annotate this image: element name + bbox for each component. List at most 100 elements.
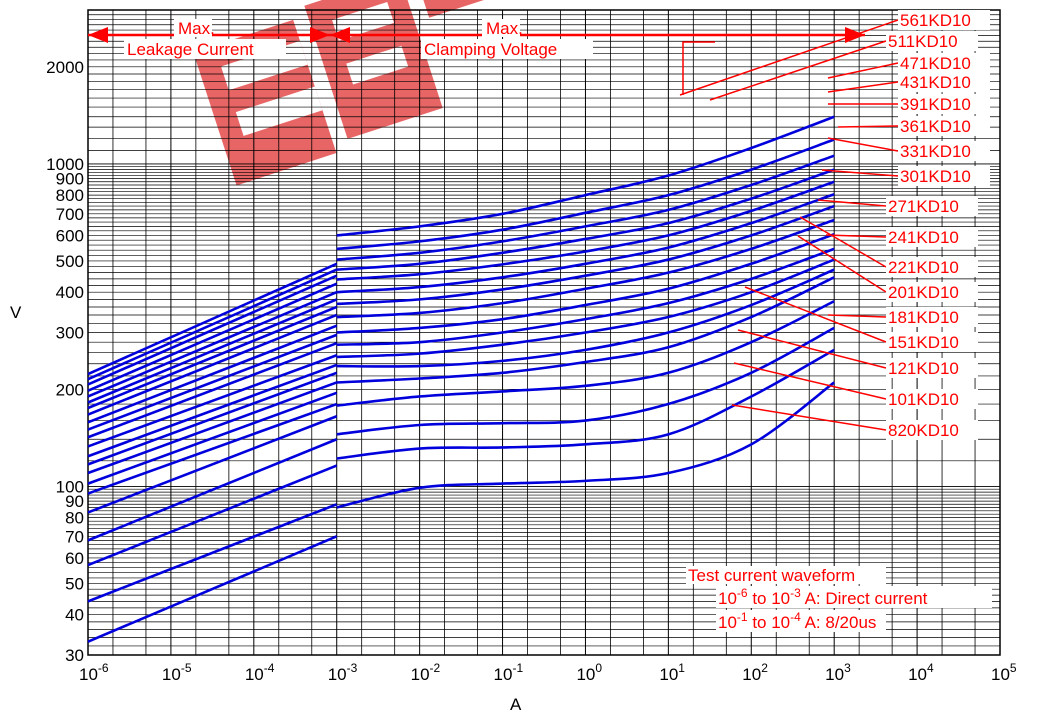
x-tick-label: 10-1: [494, 661, 524, 684]
leakage-curve: [87, 438, 338, 542]
y-tick-label: 90: [65, 492, 84, 511]
series-lines: [87, 115, 835, 643]
leakage-curve: [87, 274, 338, 386]
leader-bracket: [682, 41, 715, 95]
label-bg: [886, 358, 978, 378]
leader-line-511KD10: [709, 40, 887, 101]
leakage-current-label: Leakage Current: [127, 40, 254, 59]
leakage-max-label: Max.: [178, 19, 215, 38]
x-tick-label: 10-5: [162, 661, 192, 684]
leakage-curve: [87, 324, 338, 424]
x-tick-label: 105: [991, 661, 1017, 684]
y-tick-label: 60: [65, 549, 84, 568]
leakage-curve: [87, 402, 338, 495]
leakage-curve: [87, 298, 338, 404]
series-line-361KD10: [336, 193, 835, 294]
series-label-181KD10: 181KD10: [888, 308, 959, 327]
waveform-line-2: 10-1 to 10-4 A: 8/20us: [718, 610, 876, 632]
series-line-331KD10: [336, 204, 835, 306]
label-bg: [898, 94, 990, 114]
leakage-curve: [87, 354, 338, 448]
series-label-221KD10: 221KD10: [888, 258, 959, 277]
leakage-curve: [87, 535, 338, 643]
leakage-curve: [87, 503, 338, 603]
leakage-curve: [87, 415, 338, 514]
waveform-line-1: 10-6 to 10-3 A: Direct current: [718, 586, 928, 608]
leakage-curve: [87, 381, 338, 475]
label-bg: [886, 389, 978, 409]
x-tick-label: 10-6: [79, 661, 109, 684]
series-line-301KD10: [336, 218, 835, 319]
label-bg: [886, 332, 978, 352]
leader-line-820KD10: [731, 404, 887, 431]
series-line-271KD10: [336, 233, 835, 334]
leader-line-431KD10: [827, 81, 899, 93]
series-label-101KD10: 101KD10: [888, 390, 959, 409]
y-axis-label: V: [10, 303, 22, 322]
x-tick-label: 100: [576, 661, 602, 684]
leader-line-151KD10: [744, 286, 887, 343]
y-tick-label: 100: [56, 477, 84, 496]
label-bg: [886, 282, 978, 302]
leader-line-271KD10: [817, 199, 887, 207]
y-tick-label: 70: [65, 527, 84, 546]
leader-line-471KD10: [827, 62, 899, 79]
series-label-820KD10: 820KD10: [888, 421, 959, 440]
label-bg: [886, 307, 978, 327]
clamping-arrow: [330, 27, 865, 43]
y-tick-label: 500: [56, 252, 84, 271]
label-bg: [898, 10, 990, 30]
series-label-471KD10: 471KD10: [900, 54, 971, 73]
x-tick-label: 102: [742, 661, 768, 684]
series-line-151KD10: [336, 300, 835, 407]
label-bg: [886, 257, 978, 277]
x-tick-label: 10-2: [411, 661, 441, 684]
leakage-curve: [87, 371, 338, 466]
leakage-curve: [87, 291, 338, 398]
series-label-391KD10: 391KD10: [900, 95, 971, 114]
leader-line-201KD10: [797, 235, 887, 293]
series-line-511KD10: [336, 138, 835, 251]
leakage-curve: [87, 333, 338, 431]
series-label-271KD10: 271KD10: [888, 197, 959, 216]
y-tick-label: 400: [56, 283, 84, 302]
leakage-curve: [87, 262, 338, 376]
x-axis: 10-6 10-5 10-4 10-3 10-2 10-1 100 101 102 103 104 1…: [79, 661, 1017, 684]
plot-frame: [87, 9, 1001, 656]
y-tick-label: 300: [56, 324, 84, 343]
y-tick-label: 30: [65, 646, 84, 665]
leader-line-121KD10: [737, 329, 887, 369]
y-tick-label: 50: [65, 574, 84, 593]
leakage-curve: [87, 305, 338, 410]
x-tick-label: 104: [908, 661, 934, 684]
leader-line-241KD10: [825, 234, 887, 238]
label-bg: [886, 420, 978, 440]
series-line-820KD10: [336, 381, 835, 509]
leakage-curve: [87, 313, 338, 416]
series-label-301KD10: 301KD10: [900, 167, 971, 186]
y-tick-label: 700: [56, 205, 84, 224]
leakage-curve: [87, 268, 338, 381]
label-bg: [898, 141, 990, 161]
series-label-121KD10: 121KD10: [888, 359, 959, 378]
leader-line-181KD10: [827, 314, 887, 318]
label-bg: [886, 31, 978, 51]
y-tick-label: 800: [56, 186, 84, 205]
series-line-471KD10: [336, 154, 835, 261]
y-tick-label: 40: [65, 606, 84, 625]
label-leaders: [679, 19, 899, 431]
waveform-note: Test current waveform 10-6 to 10-3 A: Di…: [686, 566, 992, 632]
series-label-511KD10: 511KD10: [888, 32, 958, 51]
leader-line-221KD10: [799, 216, 887, 268]
y-tick-label: 900: [56, 170, 84, 189]
x-tick-label: 103: [825, 661, 851, 684]
series-line-201KD10: [336, 268, 835, 368]
series-label-331KD10: 331KD10: [900, 142, 971, 161]
label-bg: [898, 72, 990, 92]
leader-line-361KD10: [837, 125, 899, 128]
y-tick-label: 2000: [46, 58, 84, 77]
series-line-221KD10: [336, 258, 835, 359]
